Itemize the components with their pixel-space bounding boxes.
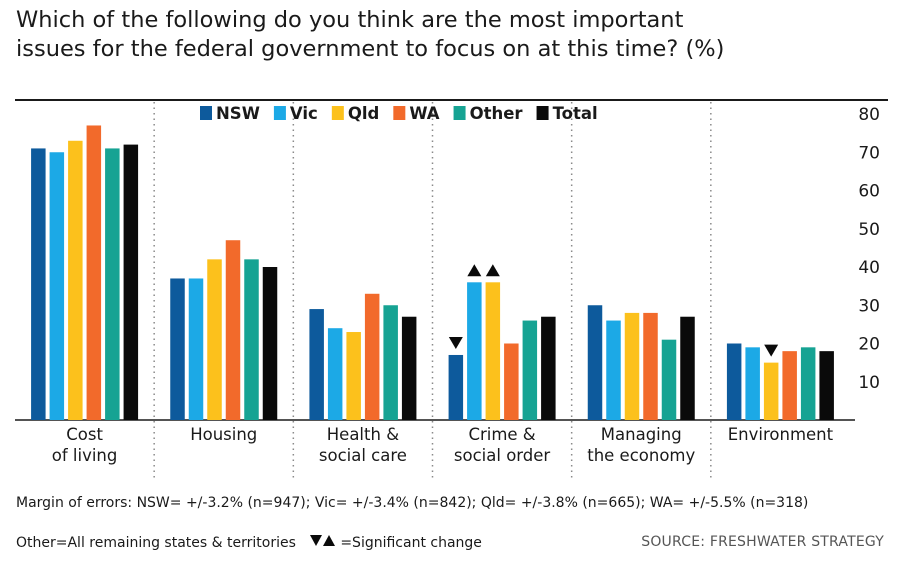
- category-label: Cost: [66, 425, 103, 444]
- legend: NSW Vic Qld WA Other Total: [200, 104, 598, 123]
- category-label: Crime &: [468, 425, 535, 444]
- y-tick-label: 70: [858, 143, 880, 163]
- category-label: Housing: [190, 425, 257, 444]
- chart-frame: [15, 99, 888, 421]
- chart-title-line-2: issues for the federal government to foc…: [16, 36, 725, 62]
- legend-label-total: Total: [553, 104, 598, 123]
- bar-wa: [782, 351, 797, 420]
- bar-nsw: [309, 309, 324, 420]
- bar-vic: [327, 328, 343, 420]
- bar-qld: [346, 332, 361, 420]
- bar-wa: [225, 240, 241, 420]
- bar-other: [105, 148, 120, 421]
- bar-vic: [188, 278, 204, 420]
- bar-vic: [606, 320, 621, 420]
- bar-nsw: [170, 278, 185, 420]
- bar-qld: [485, 282, 501, 420]
- significance-markers: [448, 264, 779, 357]
- significant-decrease-icon: [764, 344, 779, 357]
- significant-increase-icon: [467, 264, 482, 277]
- bar-nsw: [587, 305, 603, 420]
- bar-total: [401, 316, 417, 420]
- y-tick-label: 40: [858, 258, 880, 278]
- y-tick-label: 10: [858, 373, 880, 393]
- bar-other: [522, 320, 538, 420]
- key-down-triangle-icon: [310, 535, 323, 546]
- significance-key-icon: [310, 535, 336, 546]
- legend-swatch-nsw: [200, 106, 212, 120]
- chart-title-line-1: Which of the following do you think are …: [16, 7, 684, 33]
- bar-other: [800, 347, 816, 420]
- category-label: Managing: [601, 425, 682, 444]
- category-separators: [153, 102, 712, 478]
- category-label: Environment: [728, 425, 834, 444]
- legend-label-vic: Vic: [290, 104, 318, 123]
- bar-qld: [624, 312, 640, 420]
- legend-swatch-qld: [331, 106, 344, 120]
- legend-label-nsw: NSW: [216, 104, 260, 123]
- bar-nsw: [448, 354, 464, 420]
- bar-qld: [763, 362, 779, 420]
- category-label: Health &: [327, 425, 399, 444]
- bars: [31, 125, 834, 421]
- bar-wa: [504, 343, 519, 420]
- bar-other: [383, 305, 398, 420]
- y-tick-label: 20: [858, 335, 880, 355]
- category-label: social care: [319, 446, 407, 465]
- legend-swatch-vic: [273, 106, 286, 120]
- bar-nsw: [31, 148, 46, 421]
- bar-vic: [467, 282, 482, 420]
- bar-other: [661, 339, 677, 420]
- other-definition: Other=All remaining states & territories: [16, 535, 296, 551]
- y-tick-label: 60: [858, 182, 880, 202]
- margin-of-error-note: Margin of errors: NSW= +/-3.2% (n=947); …: [16, 495, 809, 511]
- bar-wa: [86, 125, 102, 420]
- category-labels: Cost of living Housing Health & social care C…: [52, 425, 834, 465]
- significant-increase-icon: [485, 264, 500, 277]
- bar-wa: [364, 293, 380, 420]
- significant-decrease-icon: [448, 336, 463, 349]
- legend-swatch-wa: [393, 106, 406, 120]
- legend-swatch-other: [453, 106, 466, 120]
- key-up-triangle-icon: [323, 535, 336, 546]
- bar-total: [680, 316, 695, 420]
- bar-total: [262, 267, 278, 420]
- source-credit: SOURCE: FRESHWATER STRATEGY: [641, 534, 884, 550]
- bar-total: [123, 144, 139, 420]
- legend-label-other: Other: [470, 104, 524, 123]
- y-axis: 10 20 30 40 50 60 70 80: [858, 105, 880, 393]
- category-label: of living: [52, 446, 118, 465]
- legend-label-wa: WA: [409, 104, 439, 123]
- legend-label-qld: Qld: [348, 104, 380, 123]
- bar-wa: [643, 312, 658, 420]
- category-label: the economy: [587, 446, 695, 465]
- definitions-note: Other=All remaining states & territories…: [16, 534, 482, 551]
- y-tick-label: 80: [858, 105, 880, 125]
- bar-total: [819, 351, 834, 420]
- category-label: social order: [454, 446, 551, 465]
- bar-qld: [207, 259, 222, 420]
- chart-title: Which of the following do you think are …: [16, 6, 896, 64]
- y-tick-label: 30: [858, 296, 880, 316]
- bar-vic: [49, 152, 65, 420]
- bar-qld: [68, 140, 83, 420]
- y-tick-label: 50: [858, 220, 880, 240]
- bar-vic: [745, 347, 760, 420]
- legend-swatch-total: [536, 106, 549, 120]
- significant-change-label: =Significant change: [340, 535, 482, 551]
- bar-total: [541, 316, 556, 420]
- bar-nsw: [726, 343, 742, 420]
- bar-other: [244, 259, 259, 420]
